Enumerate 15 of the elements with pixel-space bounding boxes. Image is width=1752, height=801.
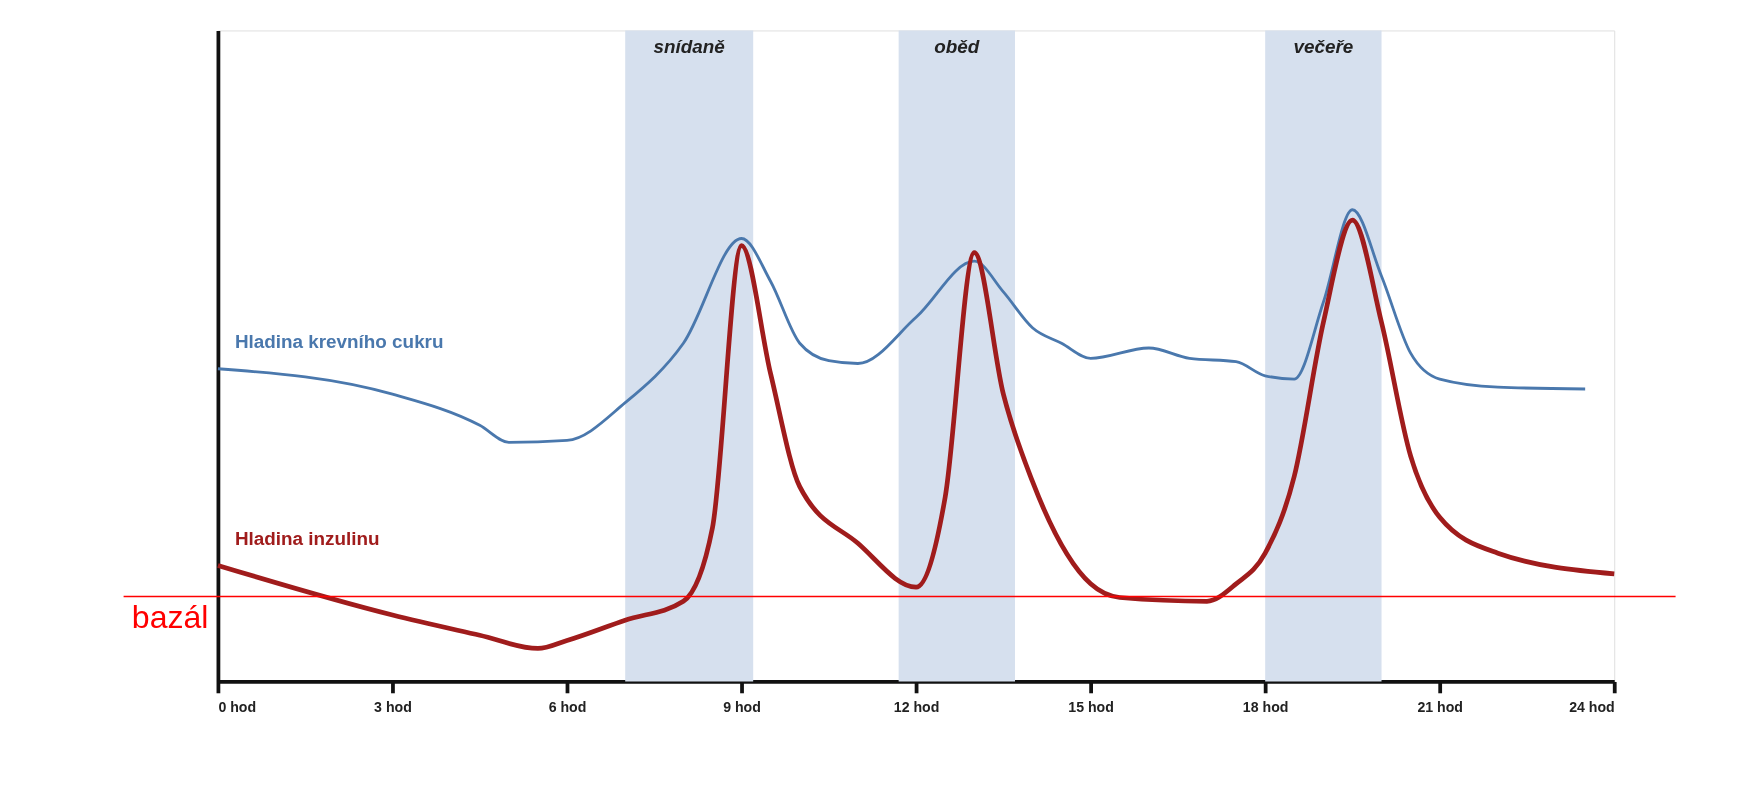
x-tick-label: 24 hod bbox=[1569, 699, 1615, 716]
band-label: snídaně bbox=[653, 36, 726, 58]
x-tick-label: 0 hod bbox=[218, 699, 257, 716]
x-tick-label: 18 hod bbox=[1242, 699, 1289, 716]
x-tick-label: 6 hod bbox=[548, 699, 587, 716]
x-tick-label: 9 hod bbox=[723, 699, 761, 716]
series-label: Hladina inzulinu bbox=[234, 527, 380, 549]
x-tick-label: 15 hod bbox=[1068, 699, 1114, 716]
band-label: oběd bbox=[934, 36, 980, 58]
x-tick-label: 3 hod bbox=[374, 699, 412, 716]
x-tick-label: 21 hod bbox=[1417, 699, 1463, 716]
x-tick-label: 12 hod bbox=[893, 699, 940, 716]
band-label: večeře bbox=[1293, 36, 1354, 58]
ref-line-label: bazál bbox=[131, 598, 209, 635]
series-label: Hladina krevního cukru bbox=[234, 330, 444, 352]
